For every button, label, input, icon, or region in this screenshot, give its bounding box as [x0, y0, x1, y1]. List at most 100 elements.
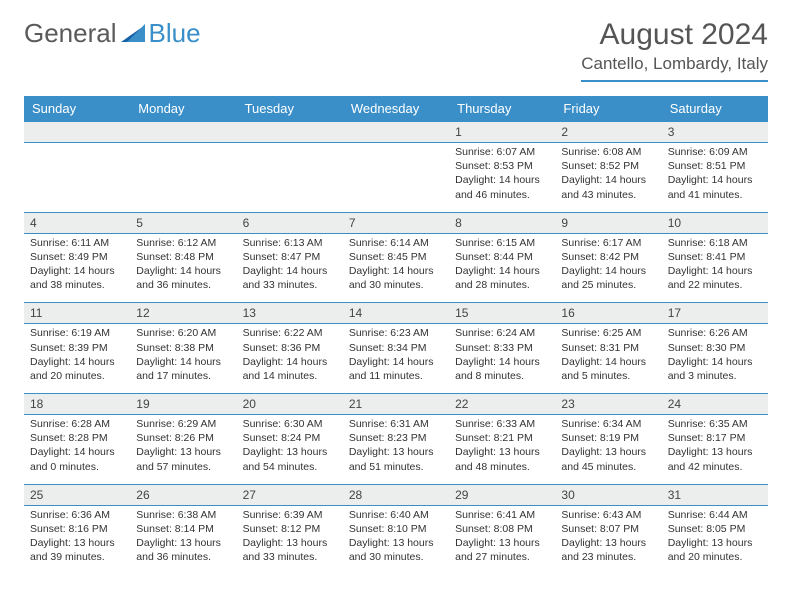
day-number-cell: 31 [662, 484, 768, 505]
sunrise-line: Sunrise: 6:29 AM [136, 417, 230, 431]
day-detail-cell: Sunrise: 6:30 AMSunset: 8:24 PMDaylight:… [237, 415, 343, 485]
sunset-line: Sunset: 8:51 PM [668, 159, 762, 173]
day-detail-cell: Sunrise: 6:20 AMSunset: 8:38 PMDaylight:… [130, 324, 236, 394]
day-number-cell: 25 [24, 484, 130, 505]
sunrise-line: Sunrise: 6:38 AM [136, 508, 230, 522]
calendar-table: SundayMondayTuesdayWednesdayThursdayFrid… [24, 96, 768, 574]
sunset-line: Sunset: 8:17 PM [668, 431, 762, 445]
day-number-cell: 27 [237, 484, 343, 505]
sunrise-line: Sunrise: 6:34 AM [561, 417, 655, 431]
day-number-cell: 17 [662, 303, 768, 324]
daylight-line: Daylight: 14 hours and 30 minutes. [349, 264, 443, 292]
sunrise-line: Sunrise: 6:33 AM [455, 417, 549, 431]
sunrise-line: Sunrise: 6:36 AM [30, 508, 124, 522]
day-number-row: 18192021222324 [24, 394, 768, 415]
day-number-cell: 10 [662, 212, 768, 233]
day-number-cell: 6 [237, 212, 343, 233]
day-header: Friday [555, 96, 661, 122]
day-detail-cell: Sunrise: 6:36 AMSunset: 8:16 PMDaylight:… [24, 505, 130, 574]
logo: General Blue [24, 18, 201, 49]
sunset-line: Sunset: 8:10 PM [349, 522, 443, 536]
daylight-line: Daylight: 14 hours and 0 minutes. [30, 445, 124, 473]
day-number-row: 123 [24, 122, 768, 143]
day-number-cell [343, 122, 449, 143]
day-number-cell: 5 [130, 212, 236, 233]
daylight-line: Daylight: 13 hours and 54 minutes. [243, 445, 337, 473]
sunrise-line: Sunrise: 6:19 AM [30, 326, 124, 340]
day-detail-cell: Sunrise: 6:35 AMSunset: 8:17 PMDaylight:… [662, 415, 768, 485]
sunrise-line: Sunrise: 6:18 AM [668, 236, 762, 250]
day-detail-cell: Sunrise: 6:17 AMSunset: 8:42 PMDaylight:… [555, 233, 661, 303]
day-detail-cell: Sunrise: 6:09 AMSunset: 8:51 PMDaylight:… [662, 143, 768, 213]
day-detail-cell: Sunrise: 6:33 AMSunset: 8:21 PMDaylight:… [449, 415, 555, 485]
day-number-cell: 23 [555, 394, 661, 415]
sunset-line: Sunset: 8:28 PM [30, 431, 124, 445]
day-detail-row: Sunrise: 6:19 AMSunset: 8:39 PMDaylight:… [24, 324, 768, 394]
day-detail-cell: Sunrise: 6:39 AMSunset: 8:12 PMDaylight:… [237, 505, 343, 574]
day-number-cell: 2 [555, 122, 661, 143]
sunset-line: Sunset: 8:36 PM [243, 341, 337, 355]
daylight-line: Daylight: 14 hours and 46 minutes. [455, 173, 549, 201]
sunset-line: Sunset: 8:41 PM [668, 250, 762, 264]
daylight-line: Daylight: 13 hours and 51 minutes. [349, 445, 443, 473]
day-number-cell: 29 [449, 484, 555, 505]
sunset-line: Sunset: 8:38 PM [136, 341, 230, 355]
sunrise-line: Sunrise: 6:43 AM [561, 508, 655, 522]
daylight-line: Daylight: 14 hours and 25 minutes. [561, 264, 655, 292]
day-header: Wednesday [343, 96, 449, 122]
daylight-line: Daylight: 14 hours and 36 minutes. [136, 264, 230, 292]
daylight-line: Daylight: 13 hours and 42 minutes. [668, 445, 762, 473]
day-detail-cell: Sunrise: 6:22 AMSunset: 8:36 PMDaylight:… [237, 324, 343, 394]
day-detail-cell: Sunrise: 6:18 AMSunset: 8:41 PMDaylight:… [662, 233, 768, 303]
day-detail-cell: Sunrise: 6:15 AMSunset: 8:44 PMDaylight:… [449, 233, 555, 303]
day-header: Monday [130, 96, 236, 122]
sunrise-line: Sunrise: 6:17 AM [561, 236, 655, 250]
daylight-line: Daylight: 14 hours and 33 minutes. [243, 264, 337, 292]
header: General Blue August 2024 Cantello, Lomba… [24, 18, 768, 82]
day-number-cell: 1 [449, 122, 555, 143]
sunrise-line: Sunrise: 6:31 AM [349, 417, 443, 431]
daylight-line: Daylight: 13 hours and 48 minutes. [455, 445, 549, 473]
day-detail-cell: Sunrise: 6:38 AMSunset: 8:14 PMDaylight:… [130, 505, 236, 574]
daylight-line: Daylight: 14 hours and 22 minutes. [668, 264, 762, 292]
sunset-line: Sunset: 8:52 PM [561, 159, 655, 173]
sunrise-line: Sunrise: 6:12 AM [136, 236, 230, 250]
day-header: Sunday [24, 96, 130, 122]
sunrise-line: Sunrise: 6:24 AM [455, 326, 549, 340]
day-number-cell: 15 [449, 303, 555, 324]
sunset-line: Sunset: 8:12 PM [243, 522, 337, 536]
day-number-cell: 11 [24, 303, 130, 324]
day-detail-cell: Sunrise: 6:29 AMSunset: 8:26 PMDaylight:… [130, 415, 236, 485]
logo-text-general: General [24, 18, 117, 49]
sunrise-line: Sunrise: 6:11 AM [30, 236, 124, 250]
daylight-line: Daylight: 14 hours and 43 minutes. [561, 173, 655, 201]
day-number-cell: 13 [237, 303, 343, 324]
sunset-line: Sunset: 8:34 PM [349, 341, 443, 355]
day-detail-cell: Sunrise: 6:19 AMSunset: 8:39 PMDaylight:… [24, 324, 130, 394]
sunrise-line: Sunrise: 6:25 AM [561, 326, 655, 340]
day-number-row: 11121314151617 [24, 303, 768, 324]
sunrise-line: Sunrise: 6:20 AM [136, 326, 230, 340]
location: Cantello, Lombardy, Italy [581, 54, 768, 74]
sunset-line: Sunset: 8:49 PM [30, 250, 124, 264]
day-detail-cell: Sunrise: 6:23 AMSunset: 8:34 PMDaylight:… [343, 324, 449, 394]
day-number-cell: 14 [343, 303, 449, 324]
day-detail-cell: Sunrise: 6:28 AMSunset: 8:28 PMDaylight:… [24, 415, 130, 485]
daylight-line: Daylight: 14 hours and 14 minutes. [243, 355, 337, 383]
daylight-line: Daylight: 13 hours and 45 minutes. [561, 445, 655, 473]
sunset-line: Sunset: 8:53 PM [455, 159, 549, 173]
sunset-line: Sunset: 8:42 PM [561, 250, 655, 264]
sunset-line: Sunset: 8:31 PM [561, 341, 655, 355]
day-number-cell: 26 [130, 484, 236, 505]
sunset-line: Sunset: 8:05 PM [668, 522, 762, 536]
day-detail-cell: Sunrise: 6:13 AMSunset: 8:47 PMDaylight:… [237, 233, 343, 303]
title-underline [581, 80, 768, 82]
day-detail-cell: Sunrise: 6:24 AMSunset: 8:33 PMDaylight:… [449, 324, 555, 394]
daylight-line: Daylight: 14 hours and 28 minutes. [455, 264, 549, 292]
day-number-cell: 18 [24, 394, 130, 415]
sunrise-line: Sunrise: 6:26 AM [668, 326, 762, 340]
day-detail-cell: Sunrise: 6:41 AMSunset: 8:08 PMDaylight:… [449, 505, 555, 574]
daylight-line: Daylight: 14 hours and 20 minutes. [30, 355, 124, 383]
day-detail-cell: Sunrise: 6:34 AMSunset: 8:19 PMDaylight:… [555, 415, 661, 485]
day-detail-row: Sunrise: 6:07 AMSunset: 8:53 PMDaylight:… [24, 143, 768, 213]
